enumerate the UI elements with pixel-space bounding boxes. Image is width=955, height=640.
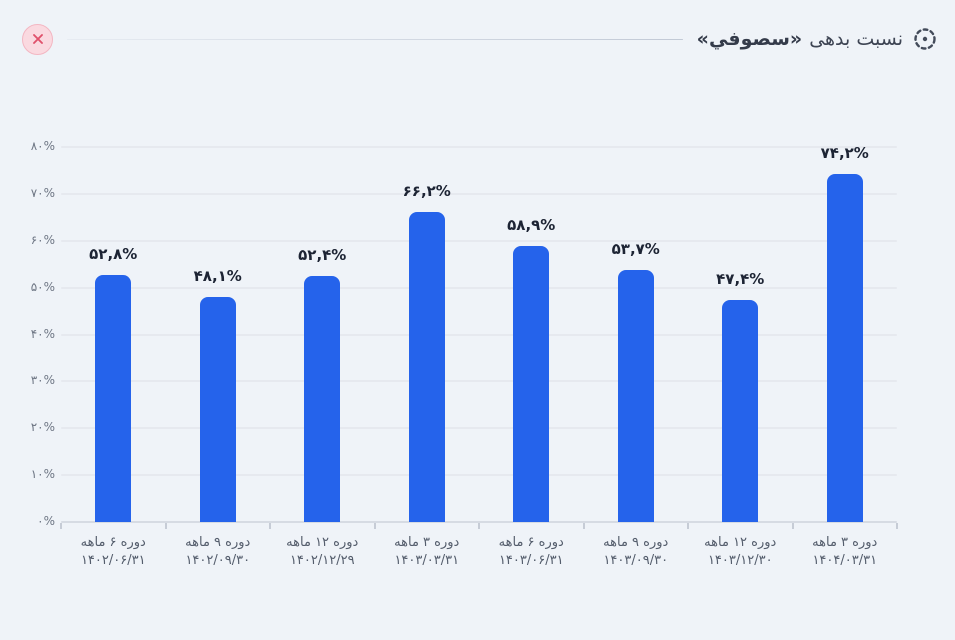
x-axis-label: دوره ۱۲ ماهه ۱۴۰۲/۱۲/۲۹	[270, 534, 375, 570]
x-axis-label-date: ۱۴۰۲/۰۶/۳۱	[80, 553, 146, 568]
x-axis-label-period: دوره ۳ ماهه	[812, 535, 878, 550]
y-axis-tick-label: ۵۰%	[30, 279, 55, 294]
y-axis-tick-label: ۳۰%	[30, 373, 55, 388]
x-axis-label-period: دوره ۳ ماهه	[394, 535, 460, 550]
close-icon	[31, 32, 45, 46]
gridline	[61, 146, 897, 148]
bar-value-label: ۶۶,۲%	[402, 181, 451, 200]
bar-value-label: ۵۲,۴%	[298, 246, 347, 265]
gridline	[61, 427, 897, 430]
bar[interactable]	[826, 174, 863, 522]
axis-tick	[896, 523, 898, 529]
bar-value-label: ۴۷,۴%	[716, 269, 765, 288]
gridline	[61, 380, 897, 383]
chart-title-text: نسبت بدهی	[809, 28, 903, 50]
x-axis-label: دوره ۳ ماهه ۱۴۰۴/۰۳/۳۱	[793, 534, 898, 570]
x-axis-label-period: دوره ۱۲ ماهه	[286, 535, 359, 550]
x-axis-label-date: ۱۴۰۲/۰۹/۳۰	[185, 553, 251, 568]
gridline	[61, 521, 897, 523]
gridline	[61, 333, 897, 336]
bar-value-label: ۵۳,۷%	[611, 240, 660, 259]
axis-tick	[582, 523, 585, 529]
bar-value-label: ۷۴,۲%	[820, 144, 869, 163]
bar-value-label: ۴۸,۱%	[193, 266, 242, 285]
chart-header: نسبت بدهی «سصوفي»	[0, 0, 955, 78]
x-axis-label: دوره ۶ ماهه ۱۴۰۳/۰۶/۳۱	[479, 534, 584, 570]
x-axis-label-period: دوره ۹ ماهه	[185, 535, 251, 550]
y-axis-tick-label: ۴۰%	[30, 326, 55, 341]
x-axis-label-period: دوره ۱۲ ماهه	[704, 535, 777, 550]
axis-tick	[269, 523, 271, 529]
bar[interactable]	[617, 270, 654, 522]
y-axis-tick-label: ۰%	[37, 514, 55, 528]
bar[interactable]	[95, 274, 132, 522]
x-axis-label-date: ۱۴۰۳/۰۹/۳۰	[603, 553, 669, 568]
x-axis-label-period: دوره ۶ ماهه	[498, 535, 564, 550]
x-axis-label-period: دوره ۶ ماهه	[80, 535, 146, 550]
x-axis-label: دوره ۱۲ ماهه ۱۴۰۳/۱۲/۳۰	[688, 534, 793, 570]
x-axis-label: دوره ۳ ماهه ۱۴۰۳/۰۳/۳۱	[375, 534, 480, 570]
y-axis-tick-label: ۲۰%	[30, 420, 55, 435]
axis-tick	[60, 523, 62, 529]
gridline	[61, 474, 897, 477]
bar[interactable]	[304, 276, 341, 522]
x-axis-label-date: ۱۴۰۲/۱۲/۲۹	[289, 553, 355, 568]
bar-value-label: ۵۸,۹%	[507, 215, 556, 234]
gridline	[61, 192, 897, 195]
close-button[interactable]	[22, 23, 53, 55]
x-axis-label-date: ۱۴۰۳/۱۲/۳۰	[707, 553, 773, 568]
chart-title: نسبت بدهی «سصوفي»	[697, 28, 903, 50]
chart-title-group: نسبت بدهی «سصوفي»	[697, 26, 938, 52]
y-axis-tick-label: ۶۰%	[30, 232, 55, 247]
axis-tick	[791, 523, 794, 529]
x-axis-label-date: ۱۴۰۴/۰۳/۳۱	[812, 553, 878, 568]
bar[interactable]	[722, 299, 759, 522]
bar[interactable]	[408, 211, 445, 522]
axis-tick	[687, 523, 689, 529]
bar[interactable]	[513, 245, 550, 522]
chart-title-ticker: «سصوفي»	[696, 28, 803, 50]
y-axis-tick-label: ۷۰%	[30, 185, 55, 200]
x-axis-label-period: دوره ۹ ماهه	[603, 535, 669, 550]
x-axis-label: دوره ۹ ماهه ۱۴۰۲/۰۹/۳۰	[166, 534, 271, 570]
x-axis-label-date: ۱۴۰۳/۰۶/۳۱	[498, 553, 564, 568]
dashed-circle-target-icon	[912, 26, 938, 52]
x-axis-label-date: ۱۴۰۳/۰۳/۳۱	[394, 553, 460, 568]
y-axis-tick-label: ۸۰%	[30, 139, 55, 153]
bar-value-label: ۵۲,۸%	[89, 244, 138, 263]
axis-tick	[478, 523, 480, 529]
gridline	[61, 239, 897, 242]
x-axis-label: دوره ۹ ماهه ۱۴۰۳/۰۹/۳۰	[584, 534, 689, 570]
axis-tick	[164, 523, 167, 529]
gridline	[61, 286, 897, 289]
x-axis-label: دوره ۶ ماهه ۱۴۰۲/۰۶/۳۱	[61, 534, 166, 570]
y-axis-tick-label: ۱۰%	[30, 467, 55, 482]
axis-tick	[373, 523, 376, 529]
bar[interactable]	[199, 296, 236, 522]
header-divider	[67, 38, 683, 40]
